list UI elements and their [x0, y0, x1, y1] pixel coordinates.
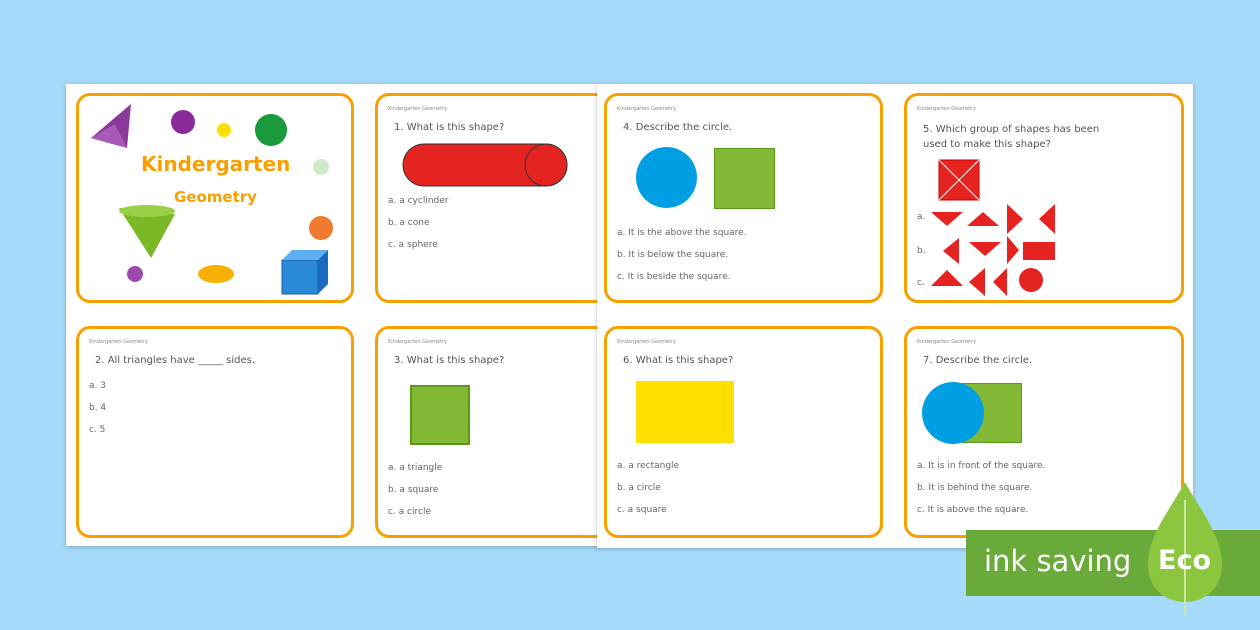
question-text: 4. Describe the circle. — [623, 122, 733, 133]
question-text: 3. What is this shape? — [394, 355, 505, 366]
question-card-1: Kindergarten Geometry 1. What is this sh… — [375, 93, 615, 303]
card-header: Kindergarten Geometry — [617, 339, 677, 345]
option-b[interactable]: b. a square — [388, 485, 439, 495]
option-c[interactable]: c. It is beside the square. — [617, 272, 731, 282]
option-c[interactable]: c. a circle — [388, 507, 431, 517]
light-green-circle — [313, 159, 329, 175]
option-a[interactable]: a. a rectangle — [617, 461, 680, 471]
leaf-icon — [1148, 482, 1222, 616]
green-square — [714, 148, 775, 209]
question-text: 2. All triangles have _____ sides. — [95, 355, 256, 366]
yellow-rectangle — [636, 381, 734, 443]
question-card-7: Kindergarten Geometry 7. Describe the ci… — [904, 326, 1184, 538]
card-header: Kindergarten Geometry — [388, 106, 448, 112]
cone-icon — [119, 208, 175, 258]
question-card-5: Kindergarten Geometry 5. Which group of … — [904, 93, 1184, 303]
question-text: 7. Describe the circle. — [923, 355, 1033, 366]
option-a[interactable]: a. 3 — [89, 381, 106, 391]
card-header: Kindergarten Geometry — [89, 339, 149, 345]
cube-icon — [281, 259, 319, 295]
card-header: Kindergarten Geometry — [917, 106, 977, 112]
option-a[interactable]: a. a triangle — [388, 463, 443, 473]
option-a[interactable]: a. It is the above the square. — [617, 228, 747, 238]
green-circle — [255, 114, 287, 146]
small-purple-circle — [127, 266, 143, 282]
option-b[interactable]: b. a cone — [388, 218, 430, 228]
ink-saving-label: ink saving — [984, 544, 1132, 578]
option-b[interactable]: b. 4 — [89, 403, 107, 413]
option-a[interactable]: a. It is in front of the square. — [917, 461, 1046, 471]
question-text: 6. What is this shape? — [623, 355, 734, 366]
card-header: Kindergarten Geometry — [388, 339, 448, 345]
question-card-4: Kindergarten Geometry 4. Describe the ci… — [604, 93, 883, 303]
square-shape — [410, 385, 470, 445]
cover-subtitle: Geometry — [174, 188, 257, 206]
option-a[interactable]: a. — [917, 212, 926, 222]
question-text: 5. Which group of shapes has been used t… — [923, 124, 1100, 150]
option-c[interactable]: c. It is above the square. — [917, 505, 1029, 515]
cover-shapes — [91, 104, 333, 295]
question-card-6: Kindergarten Geometry 6. What is this sh… — [604, 326, 883, 538]
cylinder-shape — [402, 143, 568, 187]
blue-circle — [922, 382, 984, 444]
option-b[interactable]: b. It is behind the square. — [917, 483, 1033, 493]
cover-card: Kindergarten Geometry — [76, 93, 354, 303]
option-a[interactable]: a. a cyclinder — [388, 196, 449, 206]
twinkl-logo — [198, 265, 234, 283]
option-c[interactable]: c. — [917, 278, 925, 288]
option-b[interactable]: b. a circle — [617, 483, 661, 493]
cover-title: Kindergarten — [141, 152, 291, 176]
group-b — [943, 236, 1055, 264]
card-header: Kindergarten Geometry — [617, 106, 677, 112]
question-card-3: Kindergarten Geometry 3. What is this sh… — [375, 326, 615, 538]
eco-label: Eco — [1158, 545, 1211, 576]
shape-groups — [931, 159, 1055, 296]
group-c — [931, 268, 1043, 296]
question-text: 1. What is this shape? — [394, 122, 505, 133]
yellow-circle — [217, 123, 231, 137]
group-a — [931, 204, 1055, 234]
purple-circle — [171, 110, 195, 134]
option-c[interactable]: c. a square — [617, 505, 667, 515]
option-b[interactable]: b. It is below the square. — [617, 250, 729, 260]
card-header: Kindergarten Geometry — [917, 339, 977, 345]
orange-circle — [309, 216, 333, 240]
option-c[interactable]: c. a sphere — [388, 240, 438, 250]
question-card-2: Kindergarten Geometry 2. All triangles h… — [76, 326, 354, 538]
blue-circle — [636, 147, 697, 208]
option-b[interactable]: b. — [917, 246, 926, 256]
option-c[interactable]: c. 5 — [89, 425, 106, 435]
